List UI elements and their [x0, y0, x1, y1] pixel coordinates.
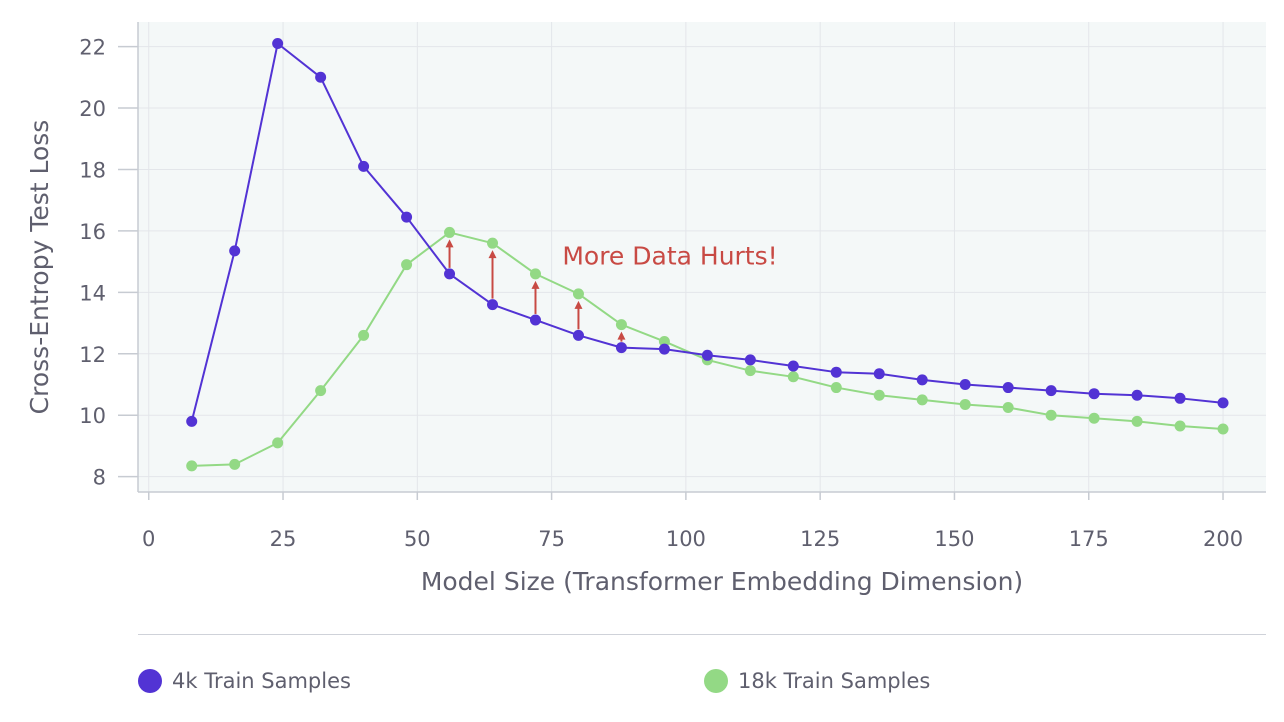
data-point-series-1 [916, 394, 928, 406]
data-point-series-0 [1131, 389, 1143, 401]
data-point-series-0 [444, 268, 456, 280]
legend-item-18k[interactable]: 18k Train Samples [704, 666, 930, 696]
data-point-series-0 [186, 415, 198, 427]
y-tick-label: 18 [79, 158, 106, 182]
x-tick-label: 50 [404, 527, 431, 551]
data-point-series-0 [830, 366, 842, 378]
data-point-series-1 [487, 237, 499, 249]
data-point-series-1 [959, 398, 971, 410]
data-point-series-0 [572, 329, 584, 341]
data-point-series-1 [529, 268, 541, 280]
data-point-series-1 [1217, 423, 1229, 435]
data-point-series-1 [229, 458, 241, 470]
x-tick-label: 175 [1069, 527, 1109, 551]
data-point-series-0 [1002, 382, 1014, 394]
data-point-series-1 [1002, 402, 1014, 414]
y-tick-label: 8 [93, 466, 106, 490]
y-tick-label: 16 [79, 220, 106, 244]
data-point-series-0 [1088, 388, 1100, 400]
y-axis-title: Cross-Entropy Test Loss [25, 120, 54, 415]
x-tick-label: 150 [934, 527, 974, 551]
annotation-arrowhead [488, 250, 497, 259]
annotation-arrowhead [574, 300, 583, 309]
y-tick-label: 14 [79, 281, 106, 305]
x-axis-title: Model Size (Transformer Embedding Dimens… [421, 567, 1023, 596]
legend-swatch-4k [138, 669, 162, 693]
data-point-series-1 [401, 259, 413, 271]
x-tick-label: 25 [270, 527, 297, 551]
annotation-label: More Data Hurts! [562, 242, 777, 271]
legend-label-18k: 18k Train Samples [738, 669, 931, 693]
data-point-series-1 [744, 365, 756, 377]
x-tick-label: 200 [1203, 527, 1243, 551]
data-point-series-0 [615, 342, 627, 354]
data-point-series-1 [572, 288, 584, 300]
data-point-series-1 [186, 460, 198, 472]
data-point-series-1 [1174, 420, 1186, 432]
data-point-series-0 [229, 245, 241, 257]
data-point-series-0 [787, 360, 799, 372]
series [186, 38, 1229, 472]
data-point-series-1 [658, 335, 670, 347]
x-tick-label: 100 [666, 527, 706, 551]
data-point-series-0 [1045, 385, 1057, 397]
data-point-series-1 [1045, 409, 1057, 421]
data-point-series-0 [272, 38, 284, 50]
x-tick-label: 125 [800, 527, 840, 551]
data-point-series-0 [959, 378, 971, 390]
data-point-series-0 [658, 343, 670, 355]
legend-divider [138, 634, 1266, 635]
y-tick-label: 22 [79, 36, 106, 60]
data-point-series-0 [358, 160, 370, 172]
data-point-series-1 [787, 371, 799, 383]
data-point-series-0 [916, 374, 928, 386]
grid [138, 22, 1266, 492]
data-point-series-1 [315, 385, 327, 397]
chart: 0 25 50 75 100 125 150 175 200 8 10 12 14 16 18 20 22 Mo… [25, 22, 1266, 596]
data-point-series-0 [1217, 397, 1229, 409]
data-point-series-1 [615, 319, 627, 331]
x-tick-label: 0 [142, 527, 155, 551]
data-point-series-1 [358, 329, 370, 341]
data-point-series-0 [873, 368, 885, 380]
data-point-series-1 [444, 226, 456, 238]
plot-area [138, 22, 1266, 492]
y-tick-label: 20 [79, 97, 106, 121]
data-point-series-0 [315, 71, 327, 83]
data-point-series-0 [529, 314, 541, 326]
legend-label-4k: 4k Train Samples [172, 669, 351, 693]
data-point-series-1 [1131, 415, 1143, 427]
axes: 0 25 50 75 100 125 150 175 200 8 10 12 14 16 18 20 22 [79, 22, 1266, 551]
legend-swatch-18k [704, 669, 728, 693]
data-point-series-0 [701, 349, 713, 361]
annotation-arrowhead [445, 239, 454, 248]
y-tick-label: 12 [79, 343, 106, 367]
annotation-arrows [445, 239, 626, 342]
data-point-series-1 [1088, 412, 1100, 424]
data-point-series-0 [1174, 392, 1186, 404]
data-point-series-0 [401, 211, 413, 223]
data-point-series-0 [744, 354, 756, 366]
data-point-series-1 [873, 389, 885, 401]
data-point-series-1 [830, 382, 842, 394]
annotation-arrowhead [617, 331, 626, 340]
legend-item-4k[interactable]: 4k Train Samples [138, 666, 351, 696]
data-point-series-1 [272, 437, 284, 449]
annotation-arrowhead [531, 280, 540, 289]
y-tick-label: 10 [79, 404, 106, 428]
data-point-series-0 [487, 299, 499, 311]
x-tick-label: 75 [538, 527, 565, 551]
